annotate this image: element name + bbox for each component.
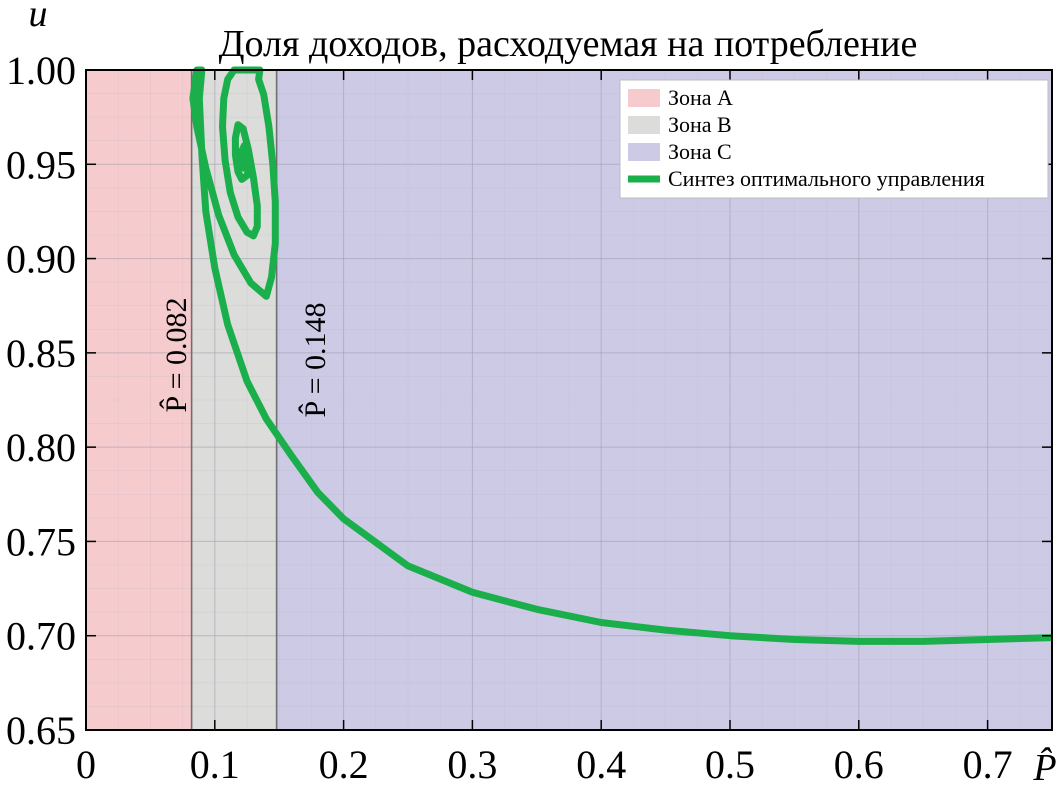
y-axis-label: u bbox=[29, 0, 48, 35]
x-tick-label: 0.2 bbox=[319, 742, 369, 787]
curve-layer bbox=[189, 66, 1052, 645]
zone-rect-0 bbox=[86, 70, 192, 730]
y-tick-label: 0.80 bbox=[6, 425, 76, 470]
legend-swatch-2 bbox=[628, 143, 660, 161]
legend-swatch-1 bbox=[628, 116, 660, 134]
x-tick-label: 0.5 bbox=[705, 742, 755, 787]
y-tick-label: 0.95 bbox=[6, 142, 76, 187]
x-tick-label: 0.3 bbox=[447, 742, 497, 787]
boundary-label-0: P̂ = 0.082 bbox=[159, 298, 193, 413]
x-tick-labels: 0 0.1 0.2 0.3 0.4 0.5 0.6 0.7 bbox=[76, 742, 1013, 787]
x-tick-label: 0 bbox=[76, 742, 96, 787]
zones bbox=[86, 70, 1052, 730]
x-tick-label: 0.6 bbox=[834, 742, 884, 787]
plot-frame bbox=[85, 69, 1053, 731]
x-axis-label: P̂ bbox=[1032, 747, 1056, 789]
y-tick-labels: 0.65 0.70 0.75 0.80 0.85 0.90 0.95 1.00 bbox=[6, 48, 76, 753]
y-tick-label: 0.65 bbox=[6, 708, 76, 753]
chart-title: Доля доходов, расходуемая на потребление bbox=[219, 23, 918, 65]
legend-label-0: Зона A bbox=[668, 85, 733, 110]
x-tick-label: 0.7 bbox=[963, 742, 1013, 787]
y-tick-label: 0.85 bbox=[6, 331, 76, 376]
boundary-label-1: P̂ = 0.148 bbox=[298, 303, 332, 418]
legend-label-2: Зона C bbox=[668, 139, 732, 164]
x-tick-label: 0.1 bbox=[190, 742, 240, 787]
y-tick-label: 1.00 bbox=[6, 48, 76, 93]
y-tick-label: 0.70 bbox=[6, 614, 76, 659]
legend-label-1: Зона B bbox=[668, 112, 732, 137]
y-tick-label: 0.75 bbox=[6, 519, 76, 564]
legend-box bbox=[619, 79, 1049, 199]
grid bbox=[85, 69, 1053, 731]
series-line-optimal-control bbox=[189, 66, 1052, 645]
legend-label-3: Синтез оптимального управления bbox=[668, 166, 985, 191]
legend-swatch-0 bbox=[628, 89, 660, 107]
y-tick-label: 0.90 bbox=[6, 237, 76, 282]
x-tick-label: 0.4 bbox=[576, 742, 626, 787]
boundary-labels: P̂ = 0.082 P̂ = 0.148 bbox=[159, 298, 332, 418]
